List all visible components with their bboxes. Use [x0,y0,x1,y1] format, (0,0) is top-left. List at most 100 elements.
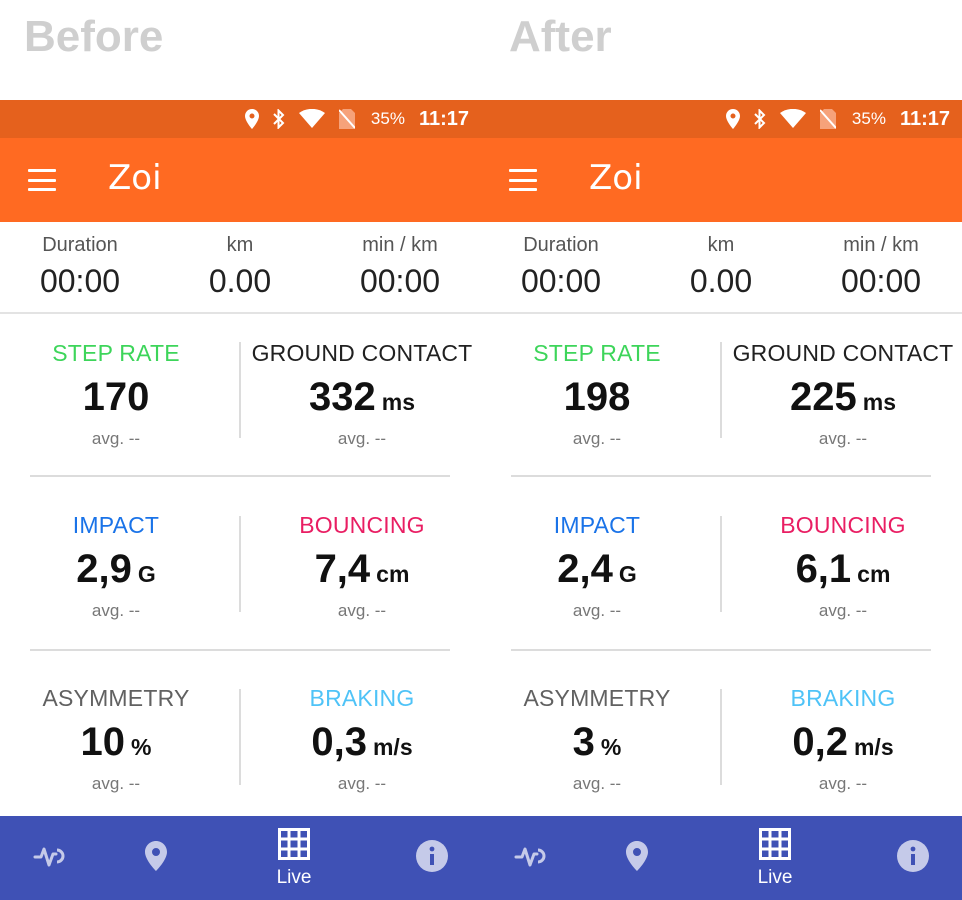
metrics-grid: STEP RATE 170 avg. -- GROUND CONTACT 332… [0,314,481,816]
distance-stat: km 0.00 [160,222,320,300]
impact-avg: avg. -- [91,601,141,620]
row-divider [511,649,931,651]
distance-label: km [707,234,735,256]
pace-stat: min / km 00:00 [801,222,961,300]
duration-stat: Duration 00:00 [0,222,160,300]
no-sim-icon [338,109,355,129]
step-rate-value: 198 [563,375,631,419]
nav-activity[interactable] [509,816,553,900]
info-icon [416,839,448,877]
battery-percent: 35% [851,109,886,128]
ground-contact-unit: ms [381,389,415,415]
column-divider [720,689,722,785]
impact-metric: IMPACT 2,9 G avg. -- [0,486,232,621]
asymmetry-avg: avg. -- [572,774,622,793]
asymmetry-avg: avg. -- [91,774,141,793]
nav-activity[interactable] [28,816,72,900]
impact-value: 2,4 [557,547,613,591]
clock: 11:17 [418,107,469,130]
duration-value: 00:00 [39,263,121,299]
metric-row: ASYMMETRY 3% avg. -- BRAKING 0,2 m/s avg.… [481,659,962,829]
after-panel: After 35% 11:17 Zoi Duration 00:00 [481,0,962,900]
braking-avg: avg. -- [337,774,387,793]
after-heading: After [509,12,612,61]
nav-location[interactable] [134,816,178,900]
pace-value: 00:00 [840,263,922,299]
nav-info[interactable] [410,816,454,900]
ground-contact-avg: avg. -- [337,429,387,448]
ground-contact-avg: avg. -- [818,429,868,448]
impact-value: 2,9 [76,547,132,591]
status-icons: 35% 11:17 [725,100,950,138]
before-heading: Before [24,12,164,61]
asymmetry-unit: % [600,734,622,760]
asymmetry-unit: % [131,734,152,760]
metrics-grid: STEP RATE 198 avg. -- GROUND CONTACT 225… [481,314,962,816]
ground-contact-metric: GROUND CONTACT 225 ms avg. -- [723,314,962,449]
column-divider [239,516,241,612]
battery-percent: 35% [370,109,405,128]
asymmetry-metric: ASYMMETRY 3% avg. -- [481,659,713,794]
ground-contact-unit: ms [862,389,896,415]
metric-row: STEP RATE 198 avg. -- GROUND CONTACT 225… [481,314,962,484]
ground-contact-value: 332 [309,375,376,419]
metric-row: IMPACT 2,9 G avg. -- BOUNCING 7,4 cm avg. … [0,486,481,656]
asymmetry-label: ASYMMETRY [42,685,190,711]
nav-live-label: Live [757,866,793,888]
impact-label: IMPACT [553,512,641,538]
braking-label: BRAKING [790,685,896,711]
app-bar: Zoi [481,138,962,222]
row-divider [30,475,450,477]
asymmetry-value: 3 [572,720,595,764]
pace-label: min / km [362,234,438,256]
pace-label: min / km [843,234,919,256]
bouncing-label: BOUNCING [299,512,425,538]
braking-unit: m/s [853,734,894,760]
before-panel: Before 35% 11:17 Zoi Duration 00:00 [0,12,481,900]
braking-label: BRAKING [309,685,415,711]
impact-metric: IMPACT 2,4 G avg. -- [481,486,713,621]
nav-location[interactable] [615,816,659,900]
asymmetry-value: 10 [80,720,126,764]
info-icon [897,839,929,877]
step-rate-label: STEP RATE [52,340,180,366]
app-title: Zoi [589,158,643,198]
braking-metric: BRAKING 0,3 m/s avg. -- [242,659,481,794]
location-pin-icon [626,840,648,876]
column-divider [720,342,722,438]
nav-live-label: Live [276,866,312,888]
location-icon [725,109,740,129]
duration-label: Duration [42,234,118,256]
distance-label: km [226,234,254,256]
nav-live[interactable]: Live [735,816,815,900]
bottom-nav: Live [481,816,962,900]
bouncing-avg: avg. -- [337,601,387,620]
bouncing-label: BOUNCING [780,512,906,538]
impact-unit: G [137,561,156,587]
menu-icon[interactable] [509,169,537,191]
braking-avg: avg. -- [818,774,868,793]
distance-stat: km 0.00 [641,222,801,300]
pace-stat: min / km 00:00 [320,222,480,300]
step-rate-value: 170 [82,375,150,419]
location-pin-icon [145,840,167,876]
status-icons: 35% 11:17 [244,100,469,138]
step-rate-avg: avg. -- [91,429,141,448]
column-divider [239,689,241,785]
distance-value: 0.00 [689,263,753,299]
menu-icon[interactable] [28,169,56,191]
clock: 11:17 [899,107,950,130]
nav-info[interactable] [891,816,935,900]
duration-value: 00:00 [520,263,602,299]
bouncing-unit: cm [857,561,891,587]
braking-unit: m/s [372,734,413,760]
impact-avg: avg. -- [572,601,622,620]
wifi-icon [779,109,806,129]
bouncing-avg: avg. -- [818,601,868,620]
bouncing-unit: cm [376,561,410,587]
metric-row: STEP RATE 170 avg. -- GROUND CONTACT 332… [0,314,481,484]
bluetooth-icon [273,109,285,129]
nav-live[interactable]: Live [254,816,334,900]
activity-icon [514,842,548,875]
app-title: Zoi [108,158,162,198]
